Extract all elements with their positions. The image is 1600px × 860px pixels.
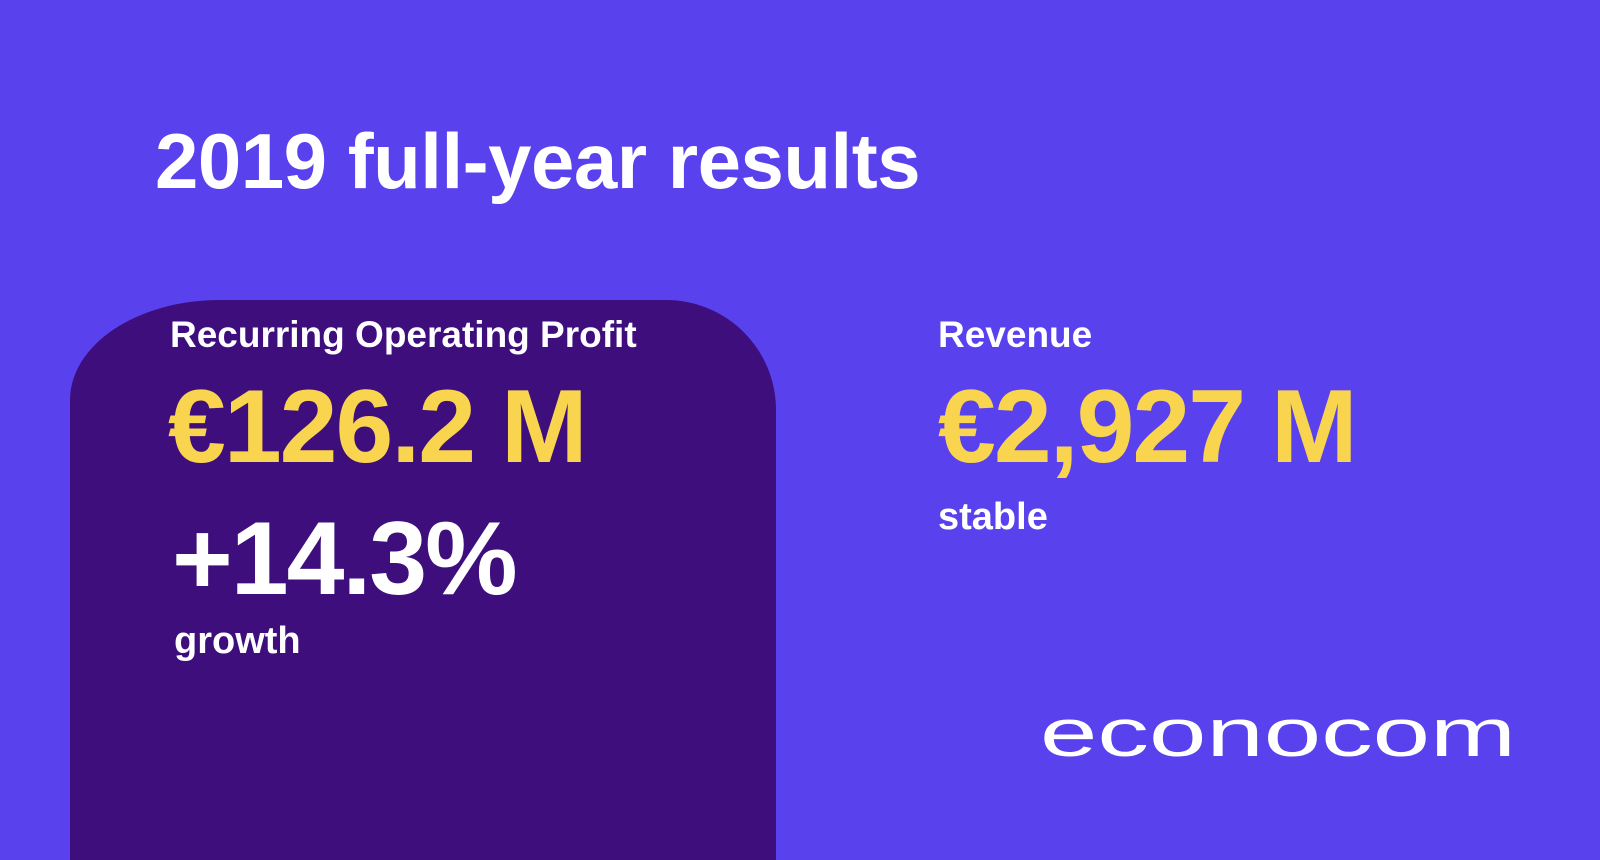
revenue-caption: stable xyxy=(938,496,1048,538)
profit-growth-caption: growth xyxy=(174,620,301,662)
recurring-operating-profit-value: €126.2 M xyxy=(168,369,588,485)
econocom-logo: econocom xyxy=(1040,700,1516,770)
page-title: 2019 full-year results xyxy=(155,117,921,205)
revenue-label: Revenue xyxy=(938,314,1093,355)
profit-highlight-panel xyxy=(70,300,776,860)
profit-growth-value: +14.3% xyxy=(172,501,518,617)
infographic-canvas: 2019 full-year results Recurring Operati… xyxy=(70,117,1516,860)
revenue-value: €2,927 M xyxy=(938,369,1358,485)
econocom-logo-text: econocom xyxy=(1040,700,1516,770)
recurring-operating-profit-label: Recurring Operating Profit xyxy=(170,314,637,355)
